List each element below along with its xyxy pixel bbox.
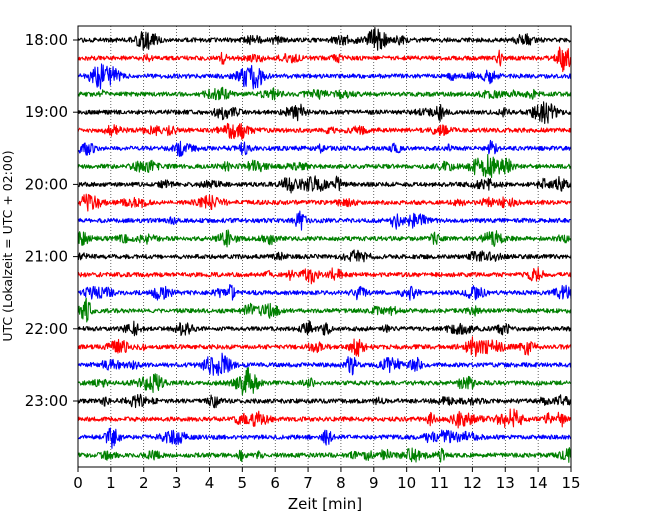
trace-2100	[77, 249, 572, 263]
x-tick-label: 11	[430, 474, 449, 492]
x-tick-label: 3	[172, 474, 182, 492]
x-tick-label: 7	[303, 474, 313, 492]
trace-2300	[77, 393, 572, 409]
x-tick-label: 6	[270, 474, 280, 492]
x-tick-label: 5	[238, 474, 248, 492]
trace-2145	[77, 297, 572, 323]
trace-2345	[77, 447, 572, 463]
x-tick-label: 1	[106, 474, 116, 492]
trace-2045	[77, 229, 572, 248]
trace-2215	[77, 336, 572, 358]
x-tick-label: 10	[397, 474, 416, 492]
trace-2115	[77, 267, 572, 285]
trace-2130	[77, 284, 572, 301]
y-tick-label: 23:00	[25, 392, 68, 410]
trace-1815	[77, 46, 572, 73]
y-tick-label: 20:00	[25, 175, 68, 193]
x-tick-label: 15	[561, 474, 580, 492]
trace-2200	[77, 320, 572, 337]
x-axis-label: Zeit [min]	[288, 495, 362, 513]
trace-2015	[77, 193, 572, 212]
x-tick-label: 13	[496, 474, 515, 492]
y-tick-label: 22:00	[25, 320, 68, 338]
x-tick-label: 14	[529, 474, 548, 492]
trace-group	[77, 27, 572, 463]
trace-1915	[77, 122, 572, 140]
trace-2330	[77, 427, 572, 449]
x-tick-label: 4	[205, 474, 215, 492]
trace-1830	[77, 63, 572, 90]
trace-2000	[77, 175, 572, 194]
x-tick-label: 9	[369, 474, 379, 492]
trace-1900	[77, 101, 572, 124]
trace-1945	[77, 154, 572, 179]
y-axis: 18:00 19:00 20:00 21:00 22:00 23:00	[25, 31, 78, 410]
trace-2315	[77, 408, 572, 429]
trace-2245	[77, 367, 572, 396]
trace-1845	[77, 86, 572, 101]
x-tick-label: 12	[463, 474, 482, 492]
x-tick-label: 0	[73, 474, 83, 492]
x-axis: 0 1 2 3 4 5 6 7 8 9 10 11 12 13 14 15	[73, 467, 581, 492]
trace-1800	[77, 27, 572, 51]
x-tick-label: 8	[336, 474, 346, 492]
trace-1930	[77, 139, 572, 158]
y-axis-label: UTC (Lokalzeit = UTC + 02:00)	[0, 150, 15, 341]
x-tick-label: 2	[139, 474, 149, 492]
y-tick-label: 18:00	[25, 31, 68, 49]
plot-area-frame	[77, 25, 572, 468]
y-tick-label: 21:00	[25, 248, 68, 266]
trace-2030	[77, 210, 572, 231]
y-tick-label: 19:00	[25, 103, 68, 121]
trace-2230	[77, 352, 572, 376]
